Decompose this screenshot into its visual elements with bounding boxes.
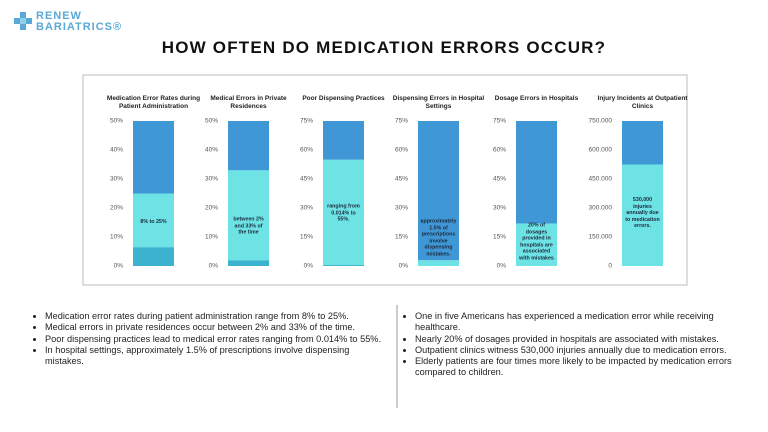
y-tick-label: 30% <box>205 176 218 183</box>
bar-segment <box>228 170 269 261</box>
y-tick-label: 45% <box>493 176 506 183</box>
chart-title: Poor Dispensing Practices <box>302 95 385 102</box>
logo-text-1: RENEW <box>36 10 82 22</box>
bar-segment <box>133 121 174 194</box>
bar-annotation: 8% to 25% <box>140 218 167 225</box>
y-tick-label: 20% <box>205 205 218 212</box>
bar-segment <box>133 193 174 248</box>
y-tick-label: 0 <box>608 263 612 270</box>
bar-segment <box>133 247 174 266</box>
y-tick-label: 50% <box>110 118 123 125</box>
chart-title: Medical Errors in Private Residences <box>210 95 287 110</box>
y-tick-label: 45% <box>395 176 408 183</box>
bar-segment <box>228 260 269 266</box>
chart-title: Dosage Errors in Hospitals <box>494 95 579 102</box>
y-tick-label: 600.000 <box>589 147 613 154</box>
bar-segment <box>323 121 364 160</box>
bar-segment <box>516 121 557 224</box>
y-tick-label: 20% <box>110 205 123 212</box>
bar-annotation: approximately 1.5% of prescriptions invo… <box>420 218 457 258</box>
y-tick-label: 15% <box>300 234 313 241</box>
y-tick-label: 60% <box>493 147 506 154</box>
y-tick-label: 30% <box>110 176 123 183</box>
y-tick-label: 0% <box>304 263 314 270</box>
y-tick-label: 150.000 <box>589 234 613 241</box>
chart-frame <box>82 74 688 286</box>
y-tick-label: 10% <box>205 234 218 241</box>
bullet-item: Medication error rates during patient ad… <box>45 311 383 322</box>
bullet-item: One in five Americans has experienced a … <box>415 311 733 334</box>
y-tick-label: 0% <box>399 263 409 270</box>
bar-annotation: between 2% and 33% of the time <box>233 216 264 236</box>
bar-annotation: 530,000 injuries annually due to medicat… <box>625 196 660 229</box>
y-tick-label: 10% <box>110 234 123 241</box>
y-tick-label: 30% <box>300 205 313 212</box>
bullet-list: One in five Americans has experienced a … <box>403 311 733 379</box>
y-tick-label: 75% <box>300 118 313 125</box>
chart-title: Medication Error Rates during Patient Ad… <box>106 95 201 110</box>
left-list: Medication error rates during patient ad… <box>33 311 383 367</box>
bar-annotation: 20% of dosages provided in hospitals are… <box>519 222 554 262</box>
y-tick-label: 750.000 <box>589 118 613 125</box>
bullet-item: Nearly 20% of dosages provided in hospit… <box>415 334 733 345</box>
bullet-list: Medication error rates during patient ad… <box>33 311 383 367</box>
bar-segment <box>418 260 459 266</box>
y-tick-label: 0% <box>497 263 507 270</box>
y-tick-label: 75% <box>493 118 506 125</box>
y-tick-label: 30% <box>395 205 408 212</box>
y-tick-label: 15% <box>395 234 408 241</box>
right-list: One in five Americans has experienced a … <box>403 311 733 379</box>
y-tick-label: 0% <box>114 263 124 270</box>
y-tick-label: 50% <box>205 118 218 125</box>
y-tick-label: 60% <box>395 147 408 154</box>
chart-title: Dispensing Errors in Hospital Settings <box>392 95 485 110</box>
bullet-item: Elderly patients are four times more lik… <box>415 356 733 379</box>
y-tick-label: 15% <box>493 234 506 241</box>
bar-segment <box>228 121 269 171</box>
y-tick-label: 30% <box>493 205 506 212</box>
bullet-item: In hospital settings, approximately 1.5%… <box>45 345 383 368</box>
bullet-item: Poor dispensing practices lead to medica… <box>45 334 383 345</box>
bar-segment <box>323 159 364 266</box>
y-tick-label: 0% <box>209 263 219 270</box>
bar-segment <box>418 121 459 261</box>
logo-text-2: BARIATRICS® <box>36 21 123 33</box>
bar-segment <box>516 223 557 266</box>
y-tick-label: 450.000 <box>589 176 613 183</box>
y-tick-label: 40% <box>205 147 218 154</box>
bar-segment <box>622 121 663 165</box>
page-title: HOW OFTEN DO MEDICATION ERRORS OCCUR? <box>161 38 607 57</box>
logo-icon <box>14 12 32 30</box>
chart-title: Injury Incidents at Outpatient Clinics <box>597 95 688 110</box>
y-tick-label: 75% <box>395 118 408 125</box>
bar-segment <box>323 265 364 266</box>
y-tick-label: 45% <box>300 176 313 183</box>
bullet-item: Outpatient clinics witness 530,000 injur… <box>415 345 733 356</box>
y-tick-label: 40% <box>110 147 123 154</box>
y-tick-label: 300.000 <box>589 205 613 212</box>
bar-segment <box>622 164 663 266</box>
y-tick-label: 60% <box>300 147 313 154</box>
bullet-item: Medical errors in private residences occ… <box>45 322 383 333</box>
bar-annotation: ranging from 0.014% to 55%. <box>327 203 360 223</box>
